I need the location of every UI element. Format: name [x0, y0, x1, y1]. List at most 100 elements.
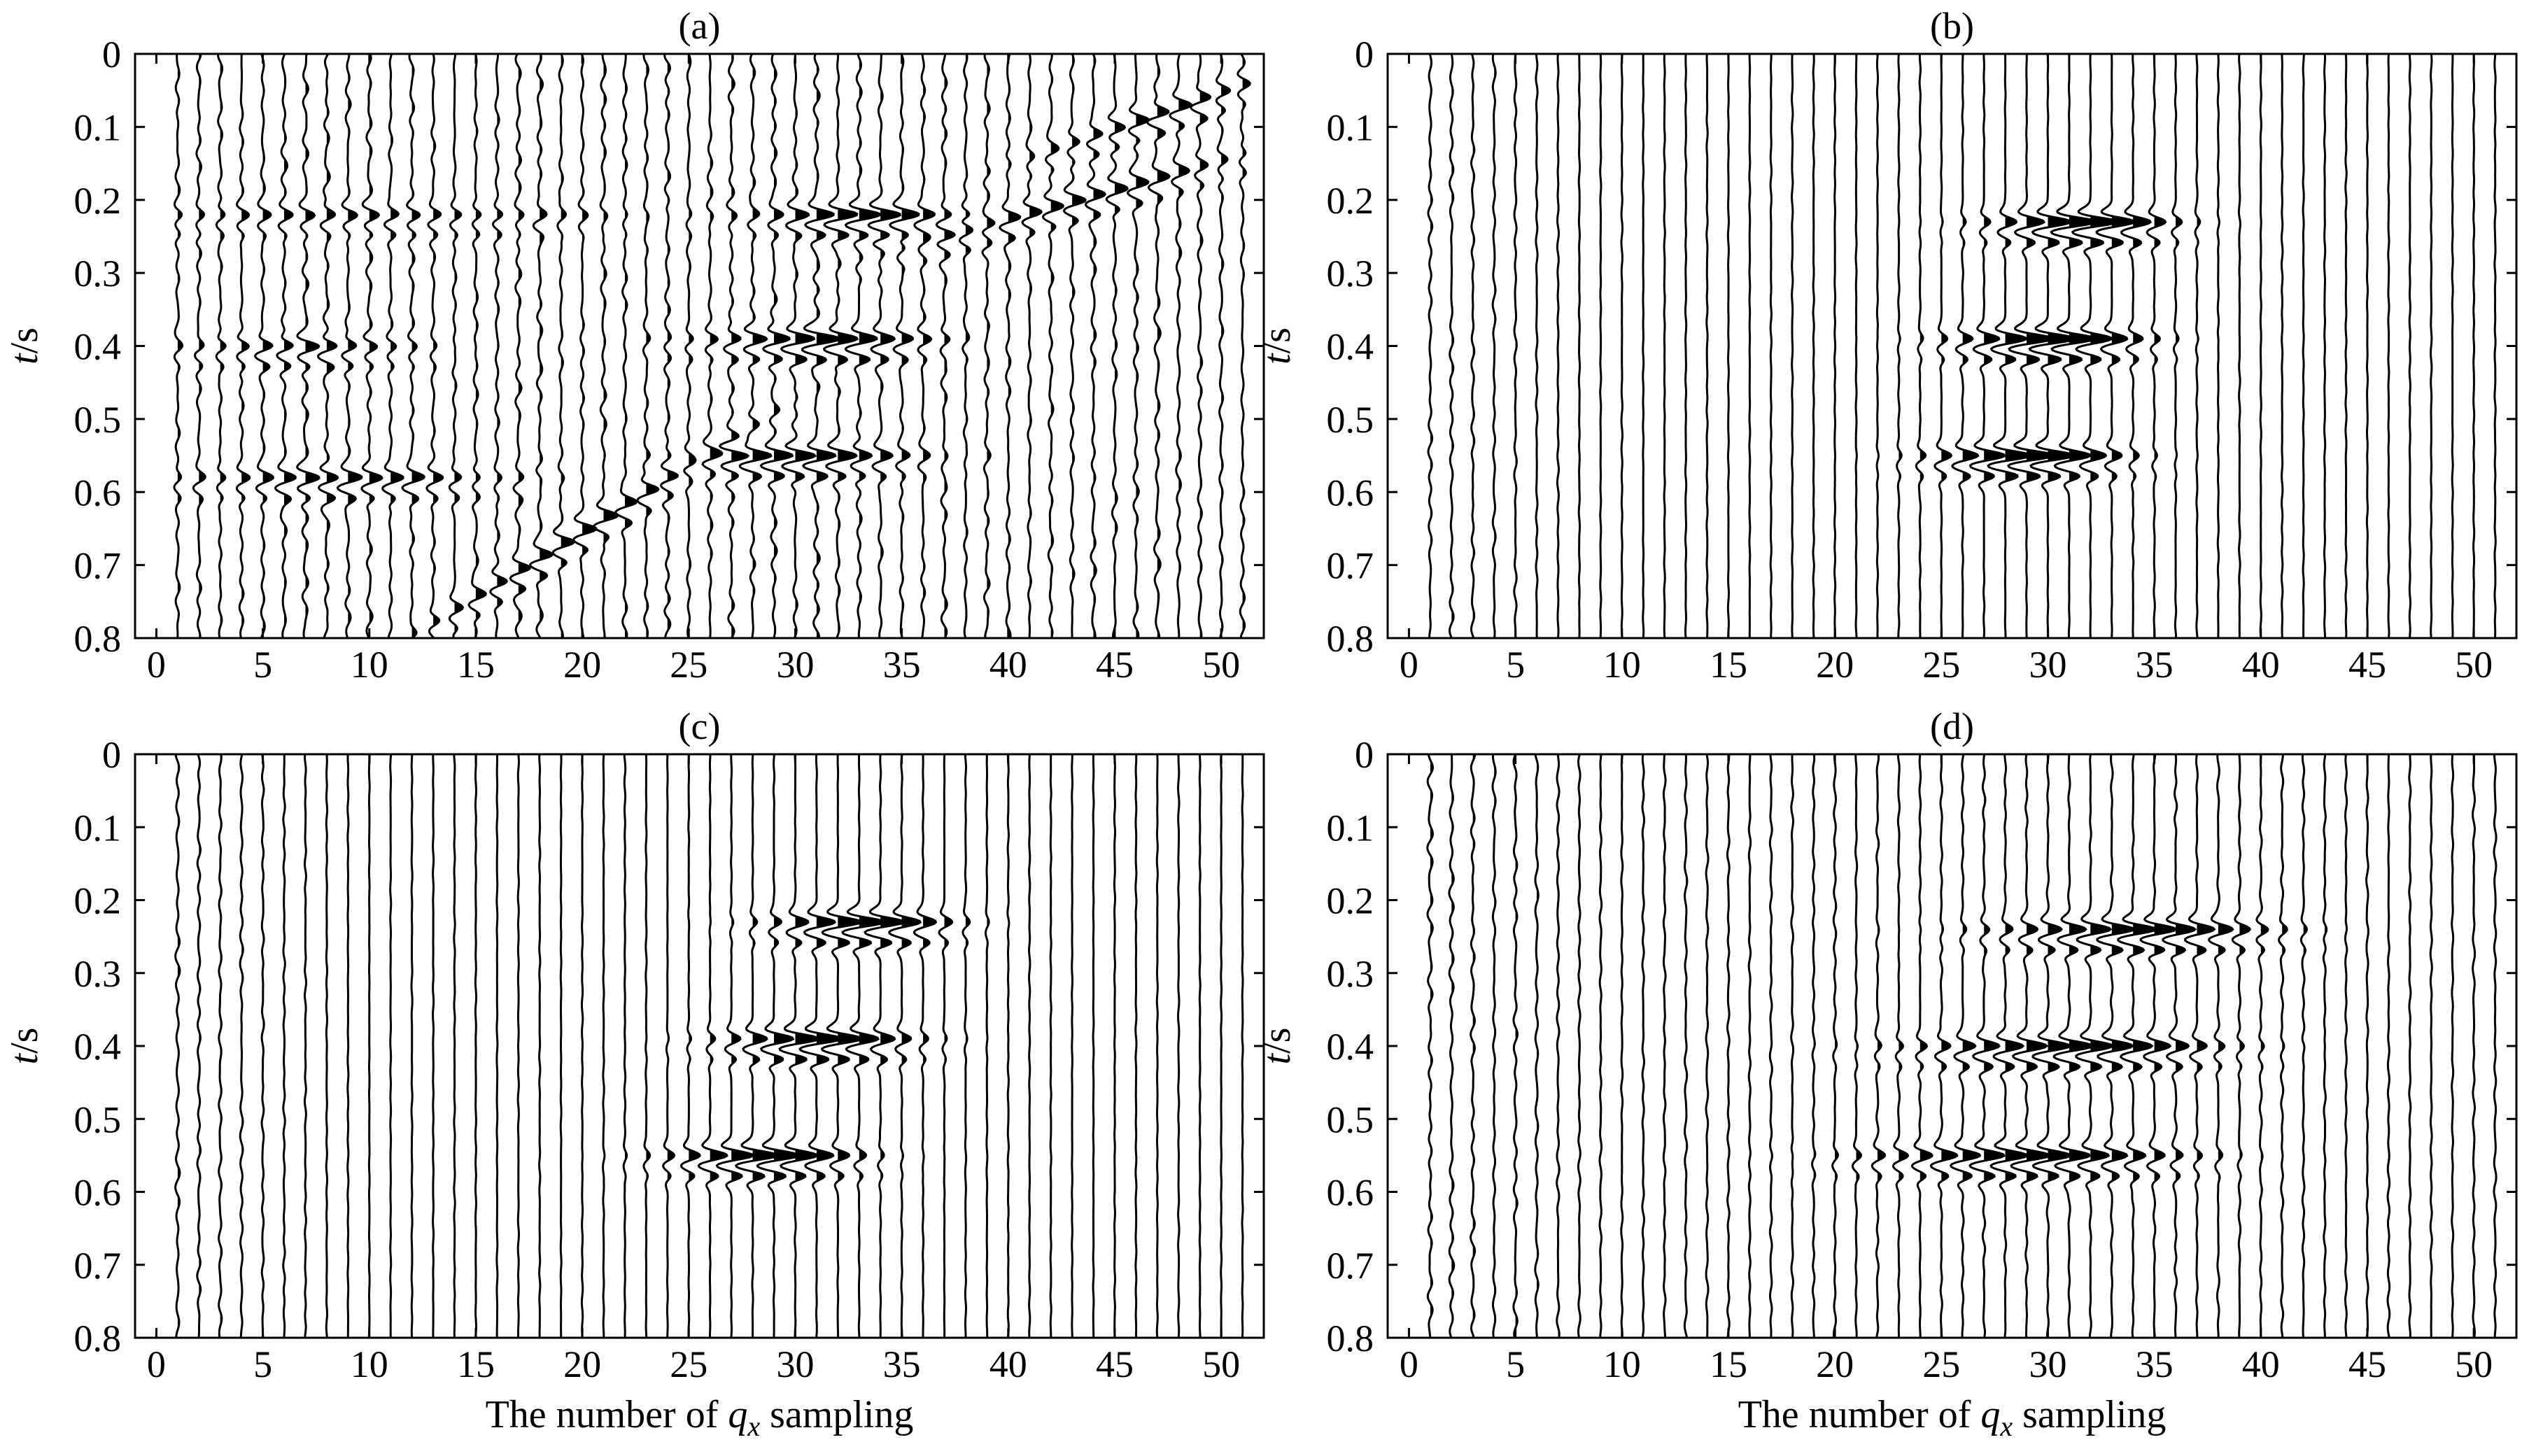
- trace: [1599, 53, 1602, 639]
- panel-title: (b): [1930, 5, 1974, 47]
- x-tick-label: 5: [1506, 644, 1525, 686]
- x-tick-label: 40: [989, 644, 1027, 686]
- y-tick-label: 0.8: [74, 1317, 122, 1359]
- trace: [1949, 754, 1982, 1338]
- trace: [636, 53, 660, 639]
- trace: [1021, 53, 1043, 638]
- trace: [551, 53, 576, 639]
- x-tick-label: 0: [147, 644, 166, 686]
- trace: [1812, 53, 1815, 638]
- trace: [1027, 754, 1031, 1338]
- trace: [798, 754, 843, 1338]
- x-tick-label: 40: [989, 1343, 1027, 1385]
- x-tick-label: 50: [1202, 644, 1240, 686]
- x-tick-label: 20: [563, 644, 601, 686]
- trace: [325, 754, 329, 1338]
- plot-frame: [134, 52, 1265, 639]
- trace: [1705, 754, 1710, 1338]
- trace: [2194, 54, 2202, 639]
- trace: [999, 53, 1022, 639]
- trace: [448, 53, 465, 639]
- y-tick-label: 0.8: [1327, 618, 1374, 660]
- trace: [2146, 54, 2167, 639]
- y-tick-label: 0.1: [1327, 807, 1374, 849]
- trace: [1426, 754, 1435, 1338]
- trace: [1512, 754, 1519, 1338]
- trace: [509, 53, 531, 639]
- panel-b: (b) 0 5 10 15 20 25 30 35 40 45 50 0 0.1 0.2 0.3 0.4 0.5 0…: [1255, 5, 2518, 686]
- trace: [2429, 754, 2433, 1338]
- trace: [2408, 754, 2412, 1338]
- y-tick-label: 0.7: [1327, 1245, 1374, 1287]
- trace: [1896, 53, 1903, 638]
- trace: [516, 754, 520, 1338]
- y-tick-label: 0.3: [1327, 253, 1374, 295]
- trace: [697, 754, 728, 1338]
- trace: [867, 54, 902, 639]
- trace: [734, 754, 780, 1338]
- trace: [336, 54, 363, 639]
- trace: [2493, 754, 2498, 1338]
- trace: [887, 754, 922, 1338]
- x-tick-label: 20: [1816, 1343, 1854, 1385]
- trace: [660, 53, 679, 638]
- trace: [662, 754, 676, 1338]
- trace: [2117, 754, 2158, 1338]
- trace: [679, 754, 701, 1338]
- x-tick-label: 10: [351, 1343, 388, 1385]
- x-tick-label: 25: [670, 644, 707, 686]
- trace: [1062, 53, 1087, 638]
- trace: [2472, 754, 2477, 1338]
- trace: [683, 53, 697, 639]
- trace: [2139, 754, 2178, 1338]
- y-tick-label: 0.3: [74, 953, 122, 995]
- trace: [2365, 754, 2369, 1338]
- trace: [778, 754, 821, 1338]
- trace: [759, 53, 794, 639]
- trace: [317, 53, 339, 639]
- trace: [1448, 754, 1456, 1338]
- trace: [2255, 754, 2269, 1338]
- x-tick-label: 50: [1202, 1343, 1240, 1385]
- trace: [2299, 754, 2309, 1338]
- trace: [1968, 754, 2006, 1338]
- trace: [1556, 53, 1560, 639]
- y-tick-label: 0.8: [1327, 1317, 1374, 1359]
- trace: [1910, 754, 1933, 1338]
- x-tick-label: 30: [2029, 1343, 2066, 1385]
- x-tick-label: 30: [2029, 644, 2066, 686]
- y-tick-label: 0.6: [1327, 472, 1374, 514]
- trace: [1006, 754, 1010, 1338]
- trace: [1684, 54, 1688, 639]
- trace: [780, 53, 817, 639]
- x-tick-label: 20: [1816, 644, 1854, 686]
- y-tick-label: 0.7: [1327, 545, 1374, 587]
- trace: [1642, 54, 1645, 639]
- panel-title: (a): [679, 5, 721, 47]
- trace: [274, 53, 297, 639]
- y-tick-label: 0.2: [74, 880, 122, 922]
- y-tick-label: 0.4: [74, 326, 122, 368]
- trace: [2120, 53, 2153, 639]
- trace: [1427, 53, 1434, 638]
- trace: [913, 54, 936, 639]
- y-tick-label: 0.2: [1327, 880, 1374, 922]
- trace: [1146, 53, 1171, 638]
- trace: [844, 53, 881, 639]
- y-tick-label: 0.4: [1327, 1026, 1374, 1068]
- y-axis-label: t/s: [1255, 1028, 1299, 1065]
- trace: [715, 754, 754, 1338]
- trace: [1726, 754, 1731, 1338]
- trace: [2408, 53, 2412, 639]
- panel-a: (a) 0 5 10 15 20 25 30 35 40 45 50 0 0.1 0.2 0.3 0.4 0.5 0…: [3, 5, 1265, 686]
- trace: [1092, 754, 1095, 1338]
- trace: [1126, 54, 1150, 639]
- x-tick-label: 35: [2136, 644, 2174, 686]
- x-axis-label: The number of qx sampling: [1738, 1393, 2167, 1442]
- trace: [2010, 754, 2051, 1338]
- trace: [425, 53, 444, 639]
- trace: [1169, 53, 1193, 639]
- trace: [1968, 53, 2006, 639]
- y-axis-label: t/s: [3, 327, 46, 365]
- y-tick-label: 0: [1355, 34, 1374, 76]
